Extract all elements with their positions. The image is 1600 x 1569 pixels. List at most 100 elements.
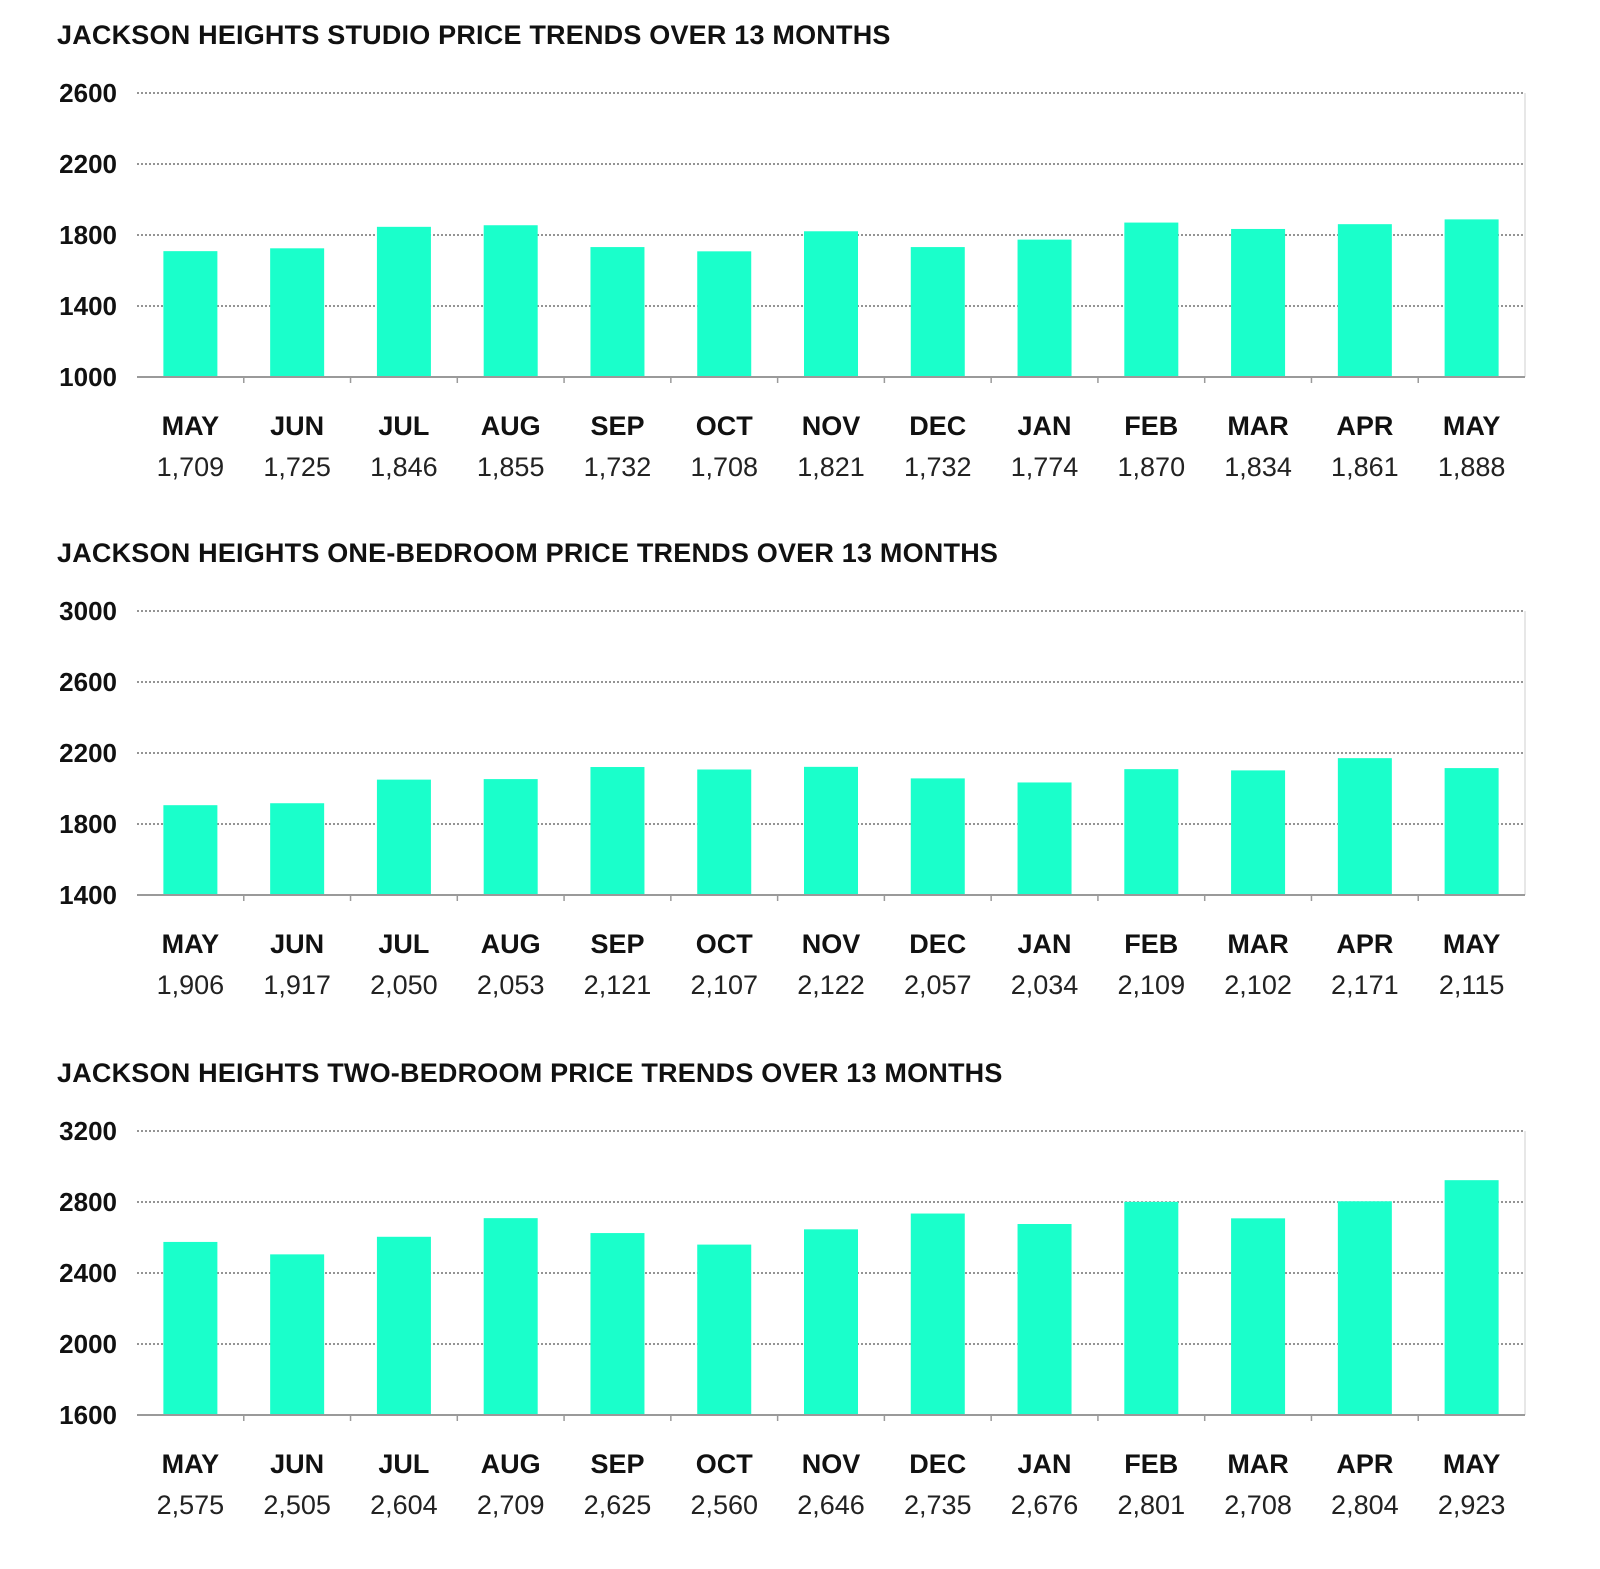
bar: [1231, 228, 1286, 377]
two-bedroom-chart: JACKSON HEIGHTS TWO-BEDROOM PRICE TRENDS…: [0, 1038, 1600, 1558]
x-tick-label: OCT: [696, 929, 754, 959]
bar: [1017, 1224, 1072, 1415]
data-label: 2,604: [370, 1490, 438, 1520]
x-tick-label: OCT: [696, 411, 754, 441]
data-label: 1,917: [263, 970, 331, 1000]
x-tick-label: JAN: [1018, 411, 1072, 441]
data-label: 1,846: [370, 452, 438, 482]
x-tick-label: JUL: [378, 1449, 429, 1479]
data-label: 2,171: [1331, 970, 1399, 1000]
bar: [804, 1229, 858, 1415]
data-label: 1,870: [1118, 452, 1186, 482]
x-tick-label: DEC: [909, 929, 966, 959]
bar: [590, 1233, 645, 1415]
bar: [590, 767, 645, 895]
data-label: 1,732: [904, 452, 972, 482]
x-tick-label: JAN: [1018, 1449, 1072, 1479]
studio-chart-plot: 1000 1400 1800 2200 2600 MAY 1,709 JUN 1,725 JUL 1…: [59, 78, 1526, 482]
bar: [1124, 222, 1179, 377]
data-label: 2,801: [1118, 1490, 1186, 1520]
x-tick-label: SEP: [590, 929, 644, 959]
y-tick-label: 2200: [59, 149, 117, 179]
y-tick-label: 2600: [59, 667, 117, 697]
x-tick-label: MAY: [162, 1449, 220, 1479]
data-label: 1,888: [1438, 452, 1506, 482]
x-tick-label: JUN: [270, 1449, 324, 1479]
y-tick-label: 2600: [59, 78, 117, 108]
bar: [1017, 239, 1072, 377]
bar: [1231, 770, 1286, 895]
bar: [1017, 782, 1072, 895]
y-tick-label: 3200: [59, 1116, 117, 1146]
data-label: 2,102: [1224, 970, 1292, 1000]
bar: [483, 779, 538, 895]
data-label: 1,861: [1331, 452, 1399, 482]
bar: [376, 779, 431, 895]
data-label: 1,855: [477, 452, 545, 482]
data-label: 1,834: [1224, 452, 1292, 482]
bar: [1337, 758, 1392, 895]
data-label: 1,732: [584, 452, 652, 482]
data-label: 2,057: [904, 970, 972, 1000]
y-tick-label: 2200: [59, 738, 117, 768]
bar: [1444, 768, 1499, 895]
chart-title: JACKSON HEIGHTS TWO-BEDROOM PRICE TRENDS…: [57, 1058, 1003, 1088]
data-label: 2,735: [904, 1490, 972, 1520]
one-bedroom-chart-plot: 1400 1800 2200 2600 3000 MAY 1,906 JUN 1,917 JUL 2…: [59, 596, 1526, 1000]
x-tick-label: MAY: [162, 411, 220, 441]
y-tick-label: 1600: [59, 1400, 117, 1430]
x-tick-label: MAY: [1443, 929, 1501, 959]
bar: [697, 251, 752, 377]
y-tick-label: 1000: [59, 362, 117, 392]
bar: [163, 805, 218, 895]
x-tick-label: SEP: [590, 411, 644, 441]
data-label: 2,034: [1011, 970, 1079, 1000]
data-label: 2,122: [797, 970, 865, 1000]
x-tick-label: APR: [1336, 929, 1393, 959]
bar: [483, 1218, 538, 1415]
y-tick-label: 1800: [59, 220, 117, 250]
x-tick-label: JUL: [378, 411, 429, 441]
data-label: 1,709: [157, 452, 225, 482]
chart-title: JACKSON HEIGHTS STUDIO PRICE TRENDS OVER…: [57, 20, 891, 50]
y-tick-label: 2000: [59, 1329, 117, 1359]
x-tick-label: MAR: [1227, 1449, 1289, 1479]
y-tick-label: 3000: [59, 596, 117, 626]
bar: [1231, 1218, 1286, 1415]
x-tick-label: AUG: [481, 929, 541, 959]
studio-chart: JACKSON HEIGHTS STUDIO PRICE TRENDS OVER…: [0, 0, 1600, 520]
bar: [1124, 1201, 1179, 1415]
x-tick-label: FEB: [1124, 1449, 1178, 1479]
chart-title: JACKSON HEIGHTS ONE-BEDROOM PRICE TRENDS…: [57, 538, 999, 568]
bar: [910, 247, 965, 377]
two-bedroom-chart-plot: 1600 2000 2400 2800 3200 MAY 2,575 JUN 2,505 JUL 2…: [59, 1116, 1526, 1520]
bar: [697, 1244, 752, 1415]
x-tick-label: SEP: [590, 1449, 644, 1479]
data-label: 2,923: [1438, 1490, 1506, 1520]
bar: [804, 766, 858, 895]
data-label: 1,821: [797, 452, 865, 482]
bar: [376, 226, 431, 377]
y-tick-label: 2800: [59, 1187, 117, 1217]
data-label: 2,709: [477, 1490, 545, 1520]
bar: [270, 1254, 325, 1415]
bar: [1337, 1201, 1392, 1415]
x-tick-label: JUN: [270, 411, 324, 441]
data-label: 2,107: [690, 970, 758, 1000]
data-label: 2,676: [1011, 1490, 1079, 1520]
bar: [1444, 1180, 1499, 1415]
bar: [1337, 224, 1392, 377]
data-label: 1,725: [263, 452, 331, 482]
data-label: 2,708: [1224, 1490, 1292, 1520]
x-tick-label: JAN: [1018, 929, 1072, 959]
bar: [804, 231, 858, 377]
data-label: 2,560: [690, 1490, 758, 1520]
bar: [590, 247, 645, 377]
data-label: 2,109: [1118, 970, 1186, 1000]
x-tick-label: FEB: [1124, 929, 1178, 959]
x-tick-label: MAY: [1443, 1449, 1501, 1479]
x-tick-label: MAY: [1443, 411, 1501, 441]
x-tick-label: DEC: [909, 411, 966, 441]
x-tick-label: AUG: [481, 1449, 541, 1479]
bar: [163, 251, 218, 377]
